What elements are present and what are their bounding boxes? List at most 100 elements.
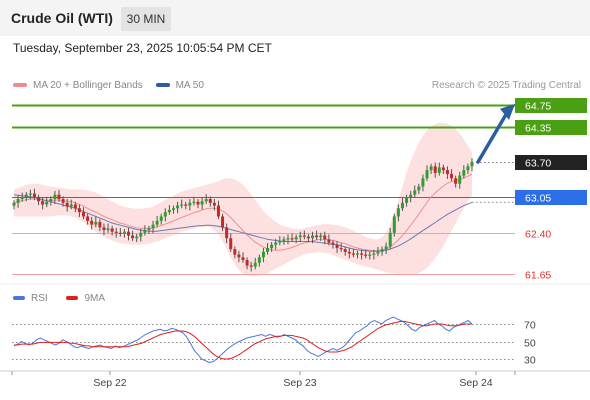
candle-body: [433, 166, 437, 173]
candle-body: [163, 212, 167, 217]
candle: [37, 194, 41, 206]
candle-body: [20, 197, 24, 200]
candle: [86, 213, 90, 225]
candle-body: [24, 194, 28, 198]
chart-timestamp: Tuesday, September 23, 2025 10:05:54 PM …: [13, 41, 272, 55]
rsi-tick-50: 50: [524, 338, 536, 350]
price-label-text: 64.35: [525, 123, 551, 135]
candle-body: [82, 212, 86, 217]
candle: [315, 230, 319, 240]
candle-body: [208, 199, 212, 203]
candle-body: [196, 201, 200, 205]
candle: [221, 213, 225, 232]
price-label-text: 63.05: [525, 193, 551, 205]
candle-body: [315, 235, 319, 238]
candle-body: [261, 251, 265, 258]
candle-body: [327, 239, 331, 243]
candle-body: [16, 199, 20, 203]
candle-body: [388, 232, 392, 247]
candle: [376, 246, 380, 257]
price-label-box: [515, 98, 587, 113]
candle-body: [188, 202, 192, 206]
candle: [122, 228, 126, 238]
candle-body: [425, 170, 429, 179]
candle-body: [171, 208, 175, 210]
candle: [53, 190, 57, 204]
price-label-62-40: 62.40: [525, 229, 551, 241]
candle-body: [90, 220, 94, 225]
candle-body: [200, 201, 204, 205]
legend-label-ma50: MA 50: [175, 80, 204, 91]
candle-body: [364, 254, 368, 256]
candle-body: [335, 244, 339, 249]
candle-body: [319, 235, 323, 238]
candle-body: [343, 249, 347, 252]
candle: [466, 163, 470, 174]
candle-body: [278, 240, 282, 243]
candle-body: [12, 202, 16, 206]
candle-body: [392, 216, 396, 233]
candle: [196, 199, 200, 209]
candle: [360, 249, 364, 260]
candle: [241, 252, 245, 263]
timeframe-button[interactable]: 30 MIN: [121, 7, 171, 31]
candle: [106, 223, 110, 233]
candle: [98, 219, 102, 232]
legend-main: MA 20 + Bollinger Bands MA 50: [13, 80, 204, 91]
candle: [470, 158, 474, 172]
candle-body: [454, 178, 458, 184]
candle: [249, 261, 253, 272]
candle-body: [400, 202, 404, 209]
candle: [28, 189, 32, 200]
candle-body: [28, 193, 32, 195]
candle-body: [212, 202, 216, 206]
candle: [421, 174, 425, 192]
candle: [57, 189, 61, 202]
candle-body: [131, 235, 135, 239]
candle: [229, 233, 233, 252]
candle-body: [409, 194, 413, 198]
candle: [94, 217, 98, 228]
candle: [188, 199, 192, 211]
candle-body: [306, 236, 310, 239]
candle-body: [360, 253, 364, 255]
forecast-arrow-shaft: [476, 111, 509, 164]
candle: [417, 183, 421, 195]
candle: [356, 250, 359, 259]
candle-body: [302, 235, 306, 237]
candle-body: [114, 231, 118, 233]
candle-body: [49, 199, 53, 202]
candle-body: [323, 235, 327, 240]
forecast-arrow-head: [500, 103, 515, 120]
rsi-tick-70: 70: [524, 320, 536, 332]
candle-body: [233, 249, 237, 255]
candle: [327, 234, 331, 246]
candle-body: [221, 216, 225, 228]
candle-body: [290, 238, 294, 240]
candle-body: [180, 204, 184, 206]
candle: [261, 248, 265, 263]
price-label-64-35: 64.35: [515, 120, 587, 135]
candle: [429, 163, 433, 174]
candle: [400, 197, 404, 212]
candle-body: [298, 235, 302, 238]
candle: [294, 234, 298, 244]
candle: [278, 236, 282, 246]
price-label-text: 64.75: [525, 101, 551, 113]
candle: [135, 233, 139, 243]
candle: [16, 195, 20, 208]
candle-body: [266, 248, 270, 252]
candle-body: [143, 230, 147, 233]
price-label-61-65: 61.65: [525, 270, 551, 282]
candle: [184, 201, 188, 210]
candle: [364, 249, 368, 259]
candle: [450, 169, 454, 182]
candle-body: [311, 235, 315, 239]
candle: [302, 230, 306, 240]
candle: [458, 171, 462, 189]
candle-body: [429, 166, 433, 171]
candle-body: [450, 173, 454, 179]
candle: [351, 248, 355, 258]
rsi-9ma-line: [14, 320, 472, 360]
candle: [392, 213, 396, 237]
